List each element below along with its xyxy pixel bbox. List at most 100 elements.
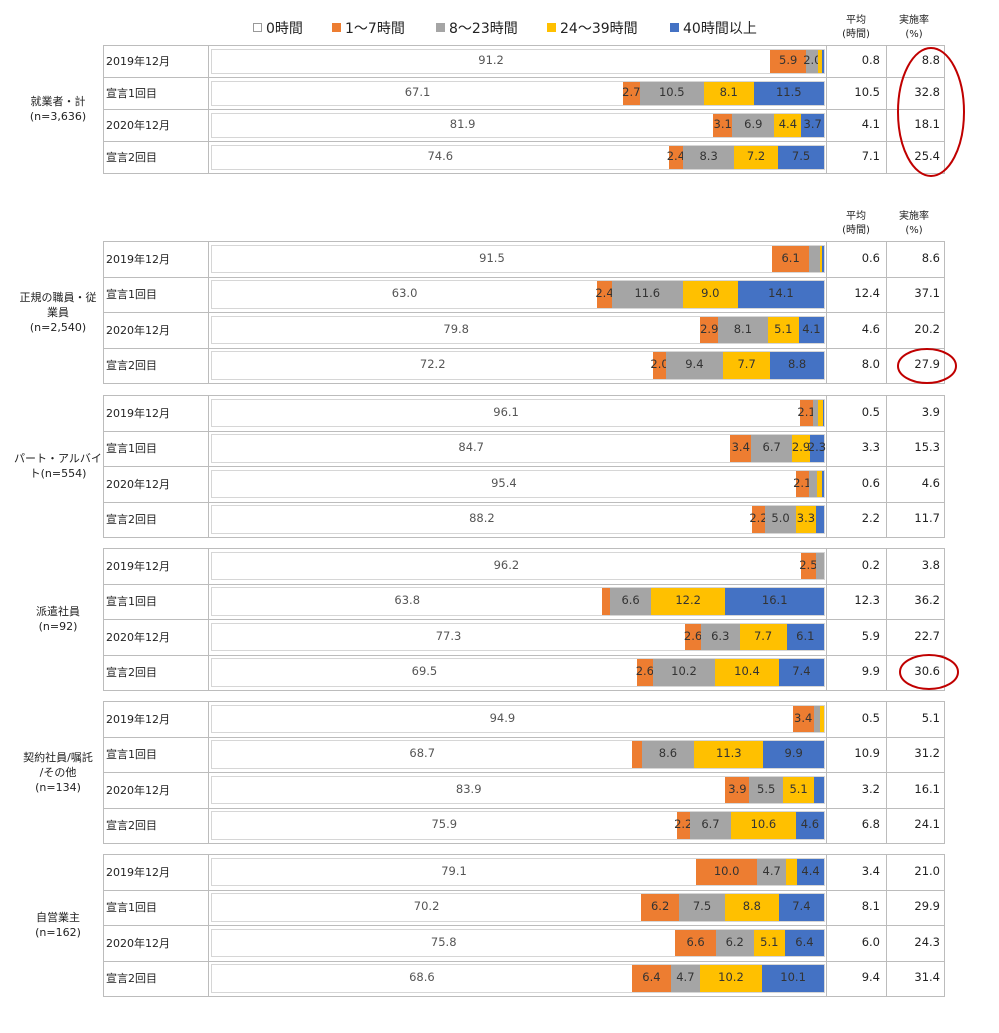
row-label: 宣言1回目 xyxy=(106,442,157,456)
bar-row: 68.7 8.6 11.3 9.9 xyxy=(211,740,825,769)
column-divider xyxy=(886,241,887,384)
avg-value: 4.6 xyxy=(861,321,880,336)
column-divider xyxy=(944,241,945,384)
avg-value: 0.2 xyxy=(861,557,880,572)
legend-item: 8～23時間 xyxy=(436,18,518,38)
bar-segment xyxy=(786,623,824,650)
bar-segment xyxy=(675,929,716,956)
bar-segment xyxy=(602,588,611,615)
bar-segment xyxy=(816,470,822,497)
row-label: 宣言1回目 xyxy=(106,595,157,609)
column-divider xyxy=(944,701,945,844)
avg-value: 3.3 xyxy=(861,440,880,455)
bar-segment xyxy=(682,281,738,308)
row-divider xyxy=(103,430,944,432)
bar-row: 72.2 2.0 9.4 7.7 8.8 xyxy=(211,351,825,380)
bar-segment xyxy=(809,245,821,272)
bar-segment xyxy=(650,588,726,615)
row-label: 宣言1回目 xyxy=(106,288,157,302)
row-label: 2019年12月 xyxy=(106,865,170,879)
bar-segment xyxy=(703,81,754,105)
bar-segment xyxy=(767,316,799,343)
bar-segment xyxy=(685,623,701,650)
avg-value: 9.9 xyxy=(861,664,880,679)
bar-segment xyxy=(683,145,735,169)
bar-segment xyxy=(820,245,822,272)
avg-value: 12.4 xyxy=(854,286,880,301)
bar-segment xyxy=(631,965,671,992)
row-label: 2020年12月 xyxy=(106,477,170,491)
row-label: 宣言1回目 xyxy=(106,748,157,762)
avg-value: 8.0 xyxy=(861,357,880,372)
bar-segment xyxy=(737,281,824,308)
legend-label: 1～7時間 xyxy=(345,21,405,37)
bar-segment xyxy=(653,352,666,379)
bar-row: 77.3 2.6 6.3 7.7 6.1 xyxy=(211,622,825,651)
bar-segment xyxy=(818,49,822,73)
row-divider xyxy=(103,772,944,773)
avg-value: 3.4 xyxy=(861,863,880,878)
bar-row: 70.2 6.2 7.5 8.8 7.4 xyxy=(211,893,825,922)
bar-segment xyxy=(821,49,824,73)
rate-value: 36.2 xyxy=(914,593,940,608)
group-label: 派遣社員 (n=92) xyxy=(36,605,80,633)
bar-segment xyxy=(818,399,823,426)
bar-segment xyxy=(792,705,814,732)
row-divider xyxy=(103,109,944,110)
bar-segment xyxy=(821,470,824,497)
bar-segment xyxy=(725,776,750,803)
row-divider xyxy=(103,537,944,538)
legend-swatch xyxy=(547,23,556,32)
rate-value: 8.6 xyxy=(921,250,940,265)
bar-segment xyxy=(763,741,824,768)
bar-segment xyxy=(724,894,779,921)
row-label: 2020年12月 xyxy=(106,783,170,797)
bar-segment xyxy=(806,49,819,73)
bar-segment xyxy=(739,623,787,650)
bar-segment xyxy=(725,588,824,615)
row-label: 宣言2回目 xyxy=(106,666,157,680)
bar-segment xyxy=(734,145,779,169)
row-label: 2020年12月 xyxy=(106,630,170,644)
bar-segment xyxy=(665,352,724,379)
bar-segment xyxy=(821,245,824,272)
row-divider xyxy=(103,654,944,656)
row-divider xyxy=(103,141,944,142)
bar-segment xyxy=(762,965,824,992)
rate-value: 29.9 xyxy=(914,899,940,914)
row-label: 宣言2回目 xyxy=(106,819,157,833)
group-label: 就業者・計 (n=3,636) xyxy=(29,95,87,123)
bar-segment xyxy=(689,812,731,839)
highlight-circle-total-rate xyxy=(897,47,965,177)
column-divider xyxy=(103,395,104,538)
bar-segment xyxy=(730,435,752,462)
row-label: 宣言1回目 xyxy=(106,87,157,100)
legend-item: 0時間 xyxy=(253,18,303,38)
bar-segment xyxy=(816,552,824,579)
column-divider xyxy=(826,548,827,691)
column-divider xyxy=(886,45,887,174)
rate-value: 21.0 xyxy=(914,863,940,878)
bar-segment xyxy=(795,812,824,839)
bar-segment xyxy=(732,113,775,137)
row-label: 宣言1回目 xyxy=(106,901,157,915)
bar-segment xyxy=(784,929,824,956)
row-divider xyxy=(103,383,944,384)
avg-value: 0.8 xyxy=(861,53,880,67)
column-divider xyxy=(103,854,104,997)
bar-segment xyxy=(809,435,824,462)
avg-value: 3.2 xyxy=(861,781,880,796)
bar-segment xyxy=(639,81,704,105)
row-divider xyxy=(103,347,944,349)
row-divider xyxy=(103,276,944,278)
column-divider xyxy=(826,701,827,844)
row-label: 宣言2回目 xyxy=(106,151,157,164)
bar-segment xyxy=(751,506,766,533)
bar-row: 79.8 2.9 8.1 5.1 4.1 xyxy=(211,315,825,344)
bar-segment xyxy=(801,113,824,137)
row-divider xyxy=(103,889,944,891)
row-divider xyxy=(103,960,944,962)
column-divider xyxy=(826,854,827,997)
column-divider xyxy=(208,241,209,384)
column-divider xyxy=(826,45,827,174)
